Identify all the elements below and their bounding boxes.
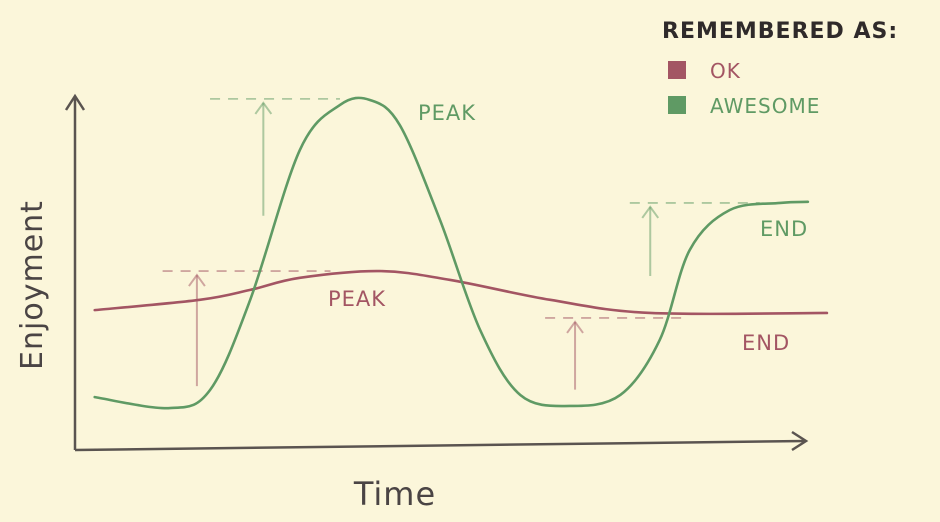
legend-swatch-awesome <box>668 96 686 114</box>
legend-label-ok: OK <box>710 59 741 83</box>
x-axis-label: Time <box>353 475 436 513</box>
x-axis-arrow-icon <box>791 430 809 452</box>
legend-swatch-ok <box>668 61 686 79</box>
x-axis <box>74 439 806 452</box>
arrow-head-icon <box>566 320 584 334</box>
legend: REMEMBERED AS: OK AWESOME <box>662 19 898 118</box>
arrow-head-icon <box>188 273 206 287</box>
series-lines <box>93 96 829 410</box>
annotations: PEAK END PEAK END <box>162 98 808 390</box>
awesome-end-label: END <box>760 217 808 241</box>
axes <box>64 93 809 452</box>
legend-label-awesome: AWESOME <box>710 94 820 118</box>
awesome-peak-label: PEAK <box>418 101 476 125</box>
ok-end-label: END <box>742 331 790 355</box>
ok-peak-label: PEAK <box>328 287 386 311</box>
y-axis-label: Enjoyment <box>15 200 50 370</box>
line-ok <box>93 269 829 316</box>
arrow-head-icon <box>641 205 660 219</box>
line-awesome <box>93 96 810 410</box>
y-axis-arrow-icon <box>64 93 86 111</box>
legend-title: REMEMBERED AS: <box>662 19 898 44</box>
arrow-head-icon <box>254 101 273 115</box>
